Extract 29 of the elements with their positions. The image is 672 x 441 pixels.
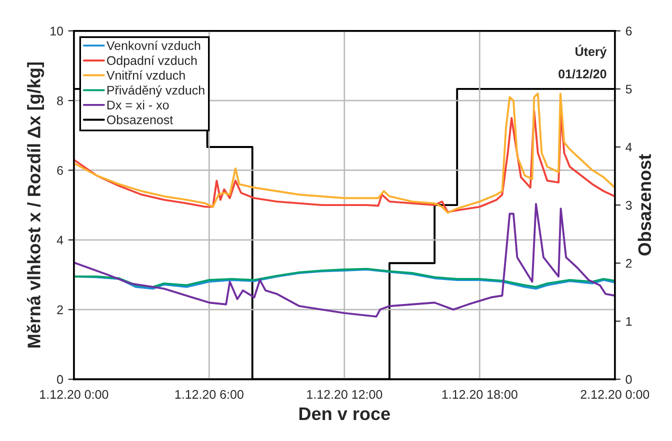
legend-label: Odpadní vzduch	[107, 56, 197, 68]
annotation: Úterý	[576, 44, 607, 58]
y-tick-label: 8	[57, 96, 63, 106]
y2-tick-label: 2	[626, 258, 632, 268]
y2-tick-label: 3	[626, 200, 632, 210]
legend-label: Obsazenost	[107, 115, 174, 124]
y-tick-label: 0	[57, 375, 64, 384]
legend-label: Venkovní vzduch	[106, 40, 200, 50]
legend-label: Dx = xi - xo	[107, 100, 169, 110]
y2-tick-label: 6	[626, 26, 632, 36]
y2-tick-label: 0	[626, 375, 632, 384]
y-tick-label: 6	[57, 166, 63, 175]
x-tick-label: 2.12.20 0:00	[580, 390, 650, 399]
x-tick-label: 1.12.20 6:00	[175, 390, 244, 399]
x-axis-title: Den v roce	[299, 408, 390, 420]
y-tick-label: 4	[56, 236, 64, 244]
legend-label: Přiváděný vzduch	[107, 85, 204, 98]
y2-tick-label: 5	[626, 84, 632, 94]
y2-axis-title: Obsazenost	[638, 154, 652, 256]
x-tick-label: 1.12.20 0:00	[40, 390, 108, 399]
y-tick-label: 2	[57, 305, 63, 314]
x-tick-label: 1.12.20 18:00	[442, 390, 518, 399]
legend-label: Vnitřní vzduch	[106, 70, 185, 80]
x-tick-label: 1.12.20 12:00	[307, 390, 382, 399]
annotation: 01/12/20	[558, 69, 606, 78]
y-axis-title: Měrná vlhkost x / Rozdíl Δx [g/kg]	[26, 62, 44, 348]
y2-tick-label: 1	[626, 317, 632, 326]
y2-tick-label: 4	[626, 142, 632, 152]
y-tick-label: 10	[50, 26, 64, 36]
